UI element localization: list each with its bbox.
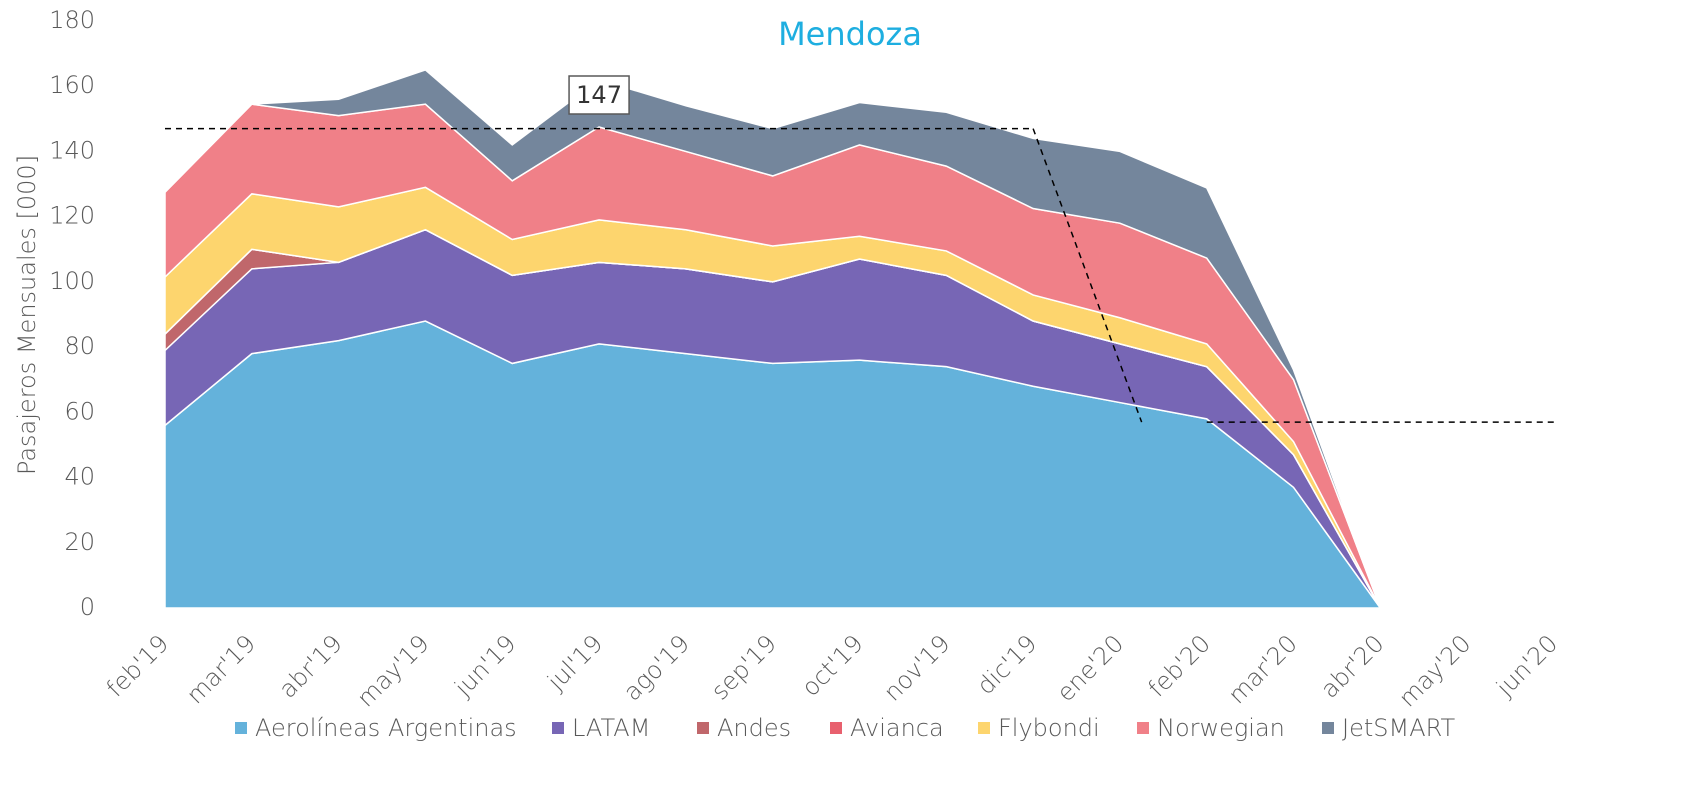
y-tick-label: 20 bbox=[64, 528, 95, 556]
legend-label: LATAM bbox=[572, 714, 650, 742]
x-tick-label: feb'19 bbox=[101, 629, 174, 702]
legend-swatch bbox=[1322, 722, 1334, 734]
legend-label: Avianca bbox=[850, 714, 944, 742]
annotation-box bbox=[568, 75, 630, 115]
x-tick-label: ago'19 bbox=[618, 629, 695, 706]
legend-label: Aerolíneas Argentinas bbox=[255, 714, 517, 742]
x-tick-label: mar'19 bbox=[181, 629, 261, 709]
y-tick-label: 180 bbox=[49, 6, 95, 34]
x-tick-label: oct'19 bbox=[796, 629, 868, 701]
y-tick-label: 100 bbox=[49, 267, 95, 295]
x-tick-label: abr'20 bbox=[1315, 629, 1389, 703]
x-tick-label: ene'20 bbox=[1051, 629, 1129, 707]
x-tick-label: nov'19 bbox=[878, 629, 955, 706]
x-tick-label: mar'20 bbox=[1223, 629, 1303, 709]
x-tick-label: jun'19 bbox=[448, 629, 521, 702]
y-tick-label: 160 bbox=[49, 71, 95, 99]
x-tick-label: jul'19 bbox=[541, 629, 608, 696]
reference-connector bbox=[1032, 128, 1143, 423]
chart-title: Mendoza bbox=[778, 15, 922, 53]
legend-swatch bbox=[552, 722, 564, 734]
legend-swatch bbox=[830, 722, 842, 734]
legend-label: Norwegian bbox=[1157, 714, 1285, 742]
x-tick-label: dic'19 bbox=[971, 629, 1042, 700]
legend-label: JetSMART bbox=[1342, 714, 1456, 742]
y-tick-label: 60 bbox=[64, 397, 95, 425]
y-tick-label: 120 bbox=[49, 202, 95, 230]
x-tick-label: feb'20 bbox=[1143, 629, 1216, 702]
x-tick-label: may'20 bbox=[1393, 629, 1476, 712]
legend-swatch bbox=[978, 722, 990, 734]
y-tick-label: 40 bbox=[64, 463, 95, 491]
y-tick-label: 0 bbox=[80, 593, 95, 621]
y-axis-label: Pasajeros Mensuales [000] bbox=[13, 155, 41, 475]
x-tick-label: may'19 bbox=[352, 629, 435, 712]
y-tick-label: 80 bbox=[64, 332, 95, 360]
legend-swatch bbox=[697, 722, 709, 734]
annotation: 147 bbox=[576, 81, 622, 109]
legend-swatch bbox=[235, 722, 247, 734]
legend-swatch bbox=[1137, 722, 1149, 734]
legend-label: Andes bbox=[717, 714, 791, 742]
x-tick-label: sep'19 bbox=[706, 629, 782, 705]
x-tick-label: jun'20 bbox=[1490, 629, 1563, 702]
x-tick-label: abr'19 bbox=[274, 629, 348, 703]
y-tick-label: 140 bbox=[49, 136, 95, 164]
legend-label: Flybondi bbox=[998, 714, 1100, 742]
